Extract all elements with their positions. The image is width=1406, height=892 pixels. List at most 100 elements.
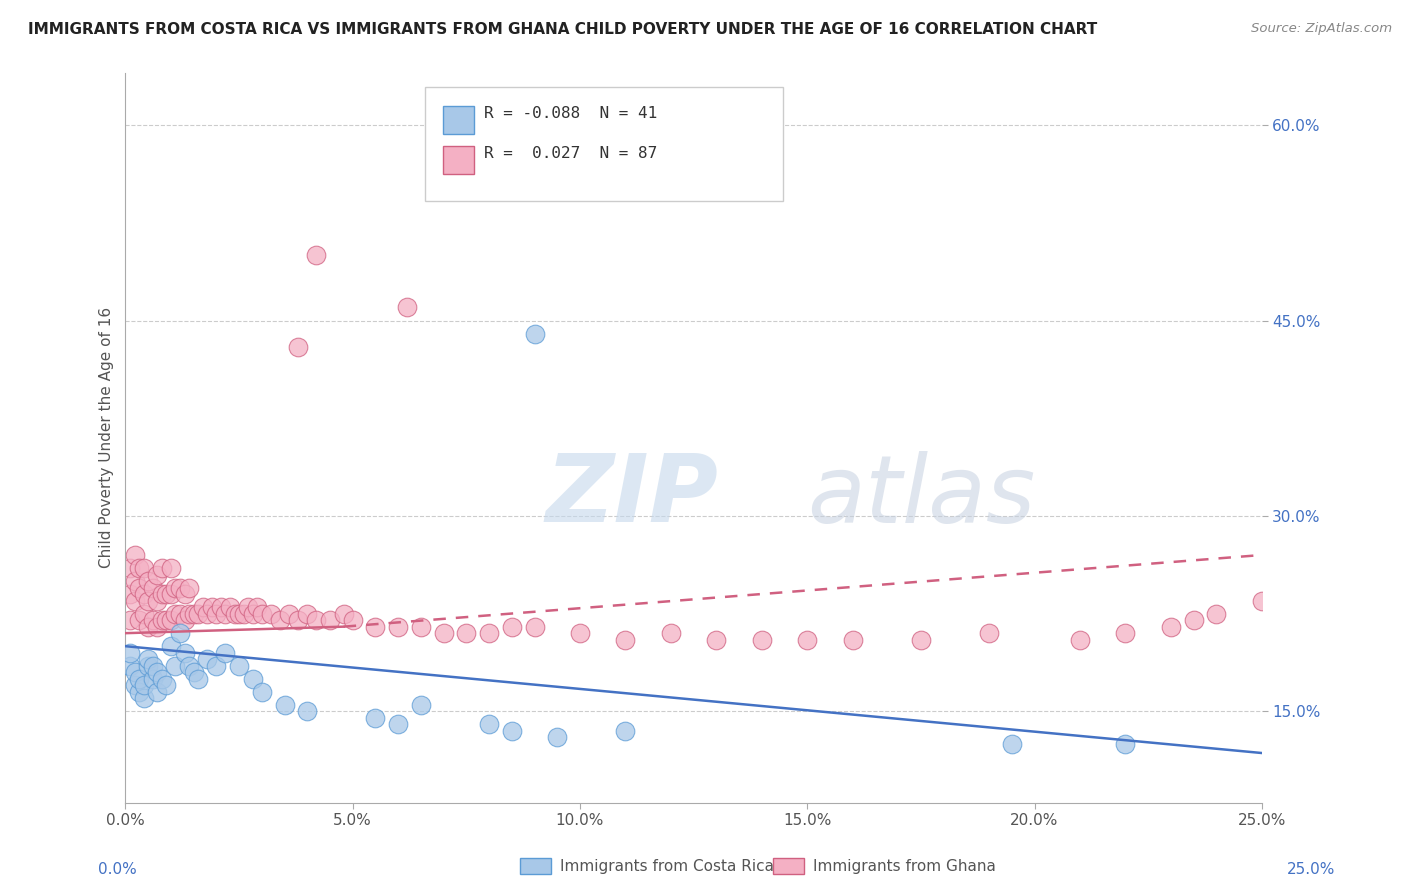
Point <box>250 607 273 621</box>
Point <box>297 704 319 718</box>
Point <box>146 685 169 699</box>
Point <box>195 652 218 666</box>
Point <box>146 665 169 680</box>
Text: ZIP: ZIP <box>546 450 718 542</box>
Point <box>228 607 250 621</box>
Point <box>155 587 177 601</box>
Point <box>1250 593 1272 607</box>
Point <box>238 600 260 615</box>
Point <box>246 600 269 615</box>
Point <box>136 620 159 634</box>
Point <box>132 691 155 706</box>
Point <box>396 301 419 315</box>
Point <box>155 613 177 627</box>
Text: R = -0.088  N = 41: R = -0.088 N = 41 <box>484 106 657 120</box>
Point <box>124 678 146 692</box>
Point <box>118 658 141 673</box>
Point <box>478 717 501 731</box>
Point <box>169 607 191 621</box>
Point <box>269 613 291 627</box>
Point <box>165 658 187 673</box>
Text: IMMIGRANTS FROM COSTA RICA VS IMMIGRANTS FROM GHANA CHILD POVERTY UNDER THE AGE : IMMIGRANTS FROM COSTA RICA VS IMMIGRANTS… <box>28 22 1097 37</box>
Point <box>364 620 387 634</box>
Point <box>250 685 273 699</box>
Point <box>305 248 328 262</box>
Text: Immigrants from Costa Rica: Immigrants from Costa Rica <box>560 859 773 873</box>
Point <box>569 626 592 640</box>
Point <box>124 665 146 680</box>
Point <box>169 626 191 640</box>
Point <box>278 607 301 621</box>
Point <box>219 600 242 615</box>
Point <box>910 632 932 647</box>
Point <box>523 620 546 634</box>
Point <box>297 607 319 621</box>
Point <box>128 672 150 686</box>
Point <box>169 581 191 595</box>
Point <box>132 678 155 692</box>
Point <box>146 567 169 582</box>
Point <box>195 607 218 621</box>
Point <box>232 607 254 621</box>
Point <box>546 731 568 745</box>
Point <box>142 581 165 595</box>
Point <box>209 600 232 615</box>
Point <box>155 678 177 692</box>
Point <box>305 613 328 627</box>
Point <box>187 672 209 686</box>
Point <box>150 613 173 627</box>
Text: R =  0.027  N = 87: R = 0.027 N = 87 <box>484 146 657 161</box>
Point <box>160 561 183 575</box>
Point <box>342 613 364 627</box>
Point <box>205 658 228 673</box>
Text: 25.0%: 25.0% <box>1288 863 1336 877</box>
Point <box>142 613 165 627</box>
Point <box>214 646 236 660</box>
Point <box>242 607 264 621</box>
Point <box>150 561 173 575</box>
Point <box>128 685 150 699</box>
Point <box>287 613 309 627</box>
Point <box>128 581 150 595</box>
Point <box>977 626 1000 640</box>
Point <box>319 613 342 627</box>
Point <box>160 587 183 601</box>
Point <box>1114 737 1136 751</box>
Point <box>142 672 165 686</box>
Point <box>165 581 187 595</box>
Point <box>177 581 200 595</box>
Point <box>456 626 478 640</box>
Point <box>205 607 228 621</box>
Point <box>214 607 236 621</box>
Point <box>124 548 146 562</box>
Point <box>364 711 387 725</box>
Point <box>191 600 214 615</box>
Point <box>150 672 173 686</box>
Point <box>614 723 637 738</box>
Point <box>160 613 183 627</box>
Point <box>183 607 205 621</box>
Point <box>173 613 195 627</box>
Point <box>118 646 141 660</box>
Point <box>146 593 169 607</box>
Point <box>183 665 205 680</box>
Point <box>160 639 183 653</box>
Point <box>173 646 195 660</box>
Point <box>136 652 159 666</box>
Point <box>132 607 155 621</box>
Point <box>132 587 155 601</box>
Point <box>273 698 295 712</box>
Point <box>118 613 141 627</box>
Point <box>501 620 523 634</box>
Point <box>260 607 283 621</box>
Point <box>128 613 150 627</box>
Point <box>332 607 354 621</box>
Y-axis label: Child Poverty Under the Age of 16: Child Poverty Under the Age of 16 <box>100 307 114 568</box>
Point <box>118 587 141 601</box>
Point <box>501 723 523 738</box>
Point <box>242 672 264 686</box>
Point <box>523 326 546 341</box>
Point <box>177 658 200 673</box>
Point <box>1205 607 1227 621</box>
Point <box>409 698 432 712</box>
